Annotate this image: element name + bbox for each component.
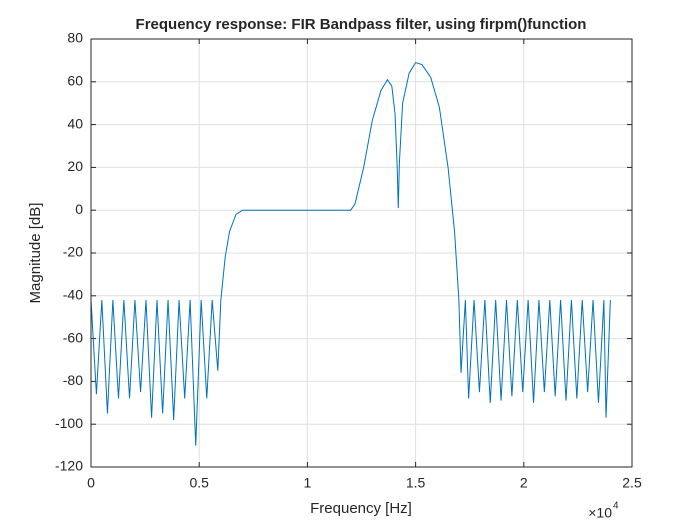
y-tick-label: 60 <box>67 73 83 89</box>
x-tick-label: 1.5 <box>406 475 426 491</box>
x-tick-label: 2 <box>520 475 528 491</box>
data-line <box>90 61 611 446</box>
chart-title: Frequency response: FIR Bandpass filter,… <box>136 16 587 33</box>
x-exponent-power: 4 <box>613 501 619 512</box>
y-tick-label: 20 <box>67 158 83 174</box>
y-tick-label: -40 <box>63 287 83 303</box>
x-tick-label: 0 <box>87 475 95 491</box>
x-tick-label: 2.5 <box>622 475 642 491</box>
x-tick-label: 1 <box>304 475 312 491</box>
y-tick-label: 0 <box>75 201 83 217</box>
y-tick-label: -120 <box>55 458 83 474</box>
y-tick-label: 40 <box>67 115 83 131</box>
x-tick-label: 0.5 <box>189 475 209 491</box>
plot-frame <box>90 38 633 468</box>
x-axis-label: Frequency [Hz] <box>310 500 412 517</box>
y-tick-label: -20 <box>63 244 83 260</box>
y-axis-label: Magnitude [dB] <box>27 203 44 304</box>
y-tick-label: -80 <box>63 372 83 388</box>
y-tick-label: -60 <box>63 329 83 345</box>
y-tick-label: -100 <box>55 415 83 431</box>
y-tick-label: 80 <box>67 30 83 46</box>
x-exponent-base: ×10 <box>588 505 612 521</box>
